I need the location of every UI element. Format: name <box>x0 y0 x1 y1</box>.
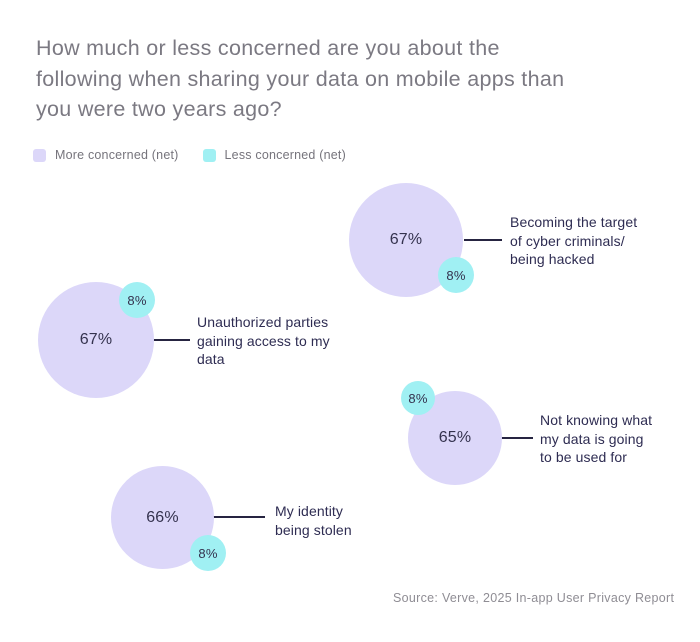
legend-label: Less concerned (net) <box>224 148 346 162</box>
less-concerned-swatch-icon <box>202 148 216 162</box>
bubble-label-cyber-criminals: Becoming the target of cyber criminals/ … <box>510 213 637 269</box>
bubble-label-line: gaining access to my <box>197 332 330 349</box>
bubble-label-line: my data is going <box>540 430 644 447</box>
bubble-label-unauthorized-parties: Unauthorized parties gaining access to m… <box>197 313 330 369</box>
connector-line <box>213 516 265 518</box>
source-note: Source: Verve, 2025 In-app User Privacy … <box>393 591 675 605</box>
more-bubble-data-usage-unknown: 65% <box>408 391 502 485</box>
less-bubble-identity-stolen: 8% <box>190 535 226 571</box>
less-bubble-cyber-criminals: 8% <box>438 257 474 293</box>
bubble-value: 8% <box>198 545 218 561</box>
connector-line <box>500 437 533 439</box>
bubble-value: 8% <box>127 292 147 308</box>
bubble-label-line: My identity <box>275 503 344 519</box>
bubble-value: 66% <box>146 508 179 526</box>
chart-title: How much or less concerned are you about… <box>36 33 564 125</box>
bubble-label-line: Unauthorized parties <box>197 314 329 330</box>
chart-title-line: following when sharing your data on mobi… <box>36 66 565 91</box>
bubble-label-line: being hacked <box>510 251 595 267</box>
connector-line <box>464 239 502 241</box>
legend-label: More concerned (net) <box>55 148 179 162</box>
chart-title-line: How much or less concerned are you about… <box>36 36 500 60</box>
bubble-value: 65% <box>438 429 472 446</box>
bubble-value: 8% <box>408 390 428 406</box>
bubble-label-line: of cyber criminals/ <box>510 232 625 249</box>
bubble-label-line: data <box>197 351 225 367</box>
legend: More concerned (net) Less concerned (net… <box>33 148 346 162</box>
chart-title-line: you were two years ago? <box>36 97 282 121</box>
bubble-label-line: being stolen <box>275 521 352 538</box>
bubble-value: 67% <box>79 331 113 348</box>
bubble-label-identity-stolen: My identity being stolen <box>275 502 352 539</box>
bubble-value: 67% <box>389 231 423 248</box>
bubble-label-line: to be used for <box>540 449 628 465</box>
bubble-label-line: Not knowing what <box>540 412 653 428</box>
bubble-value: 8% <box>446 267 466 283</box>
bubble-label-line: Becoming the target <box>510 214 638 230</box>
legend-item-less-concerned: Less concerned (net) <box>202 148 346 162</box>
legend-item-more-concerned: More concerned (net) <box>33 148 179 162</box>
bubble-label-data-usage-unknown: Not knowing what my data is going to be … <box>540 411 652 467</box>
less-bubble-data-usage-unknown: 8% <box>401 381 435 415</box>
more-concerned-swatch-icon <box>33 148 46 162</box>
less-bubble-unauthorized-parties: 8% <box>119 282 155 318</box>
connector-line <box>152 339 190 341</box>
more-bubble-cyber-criminals: 67% <box>349 183 463 297</box>
